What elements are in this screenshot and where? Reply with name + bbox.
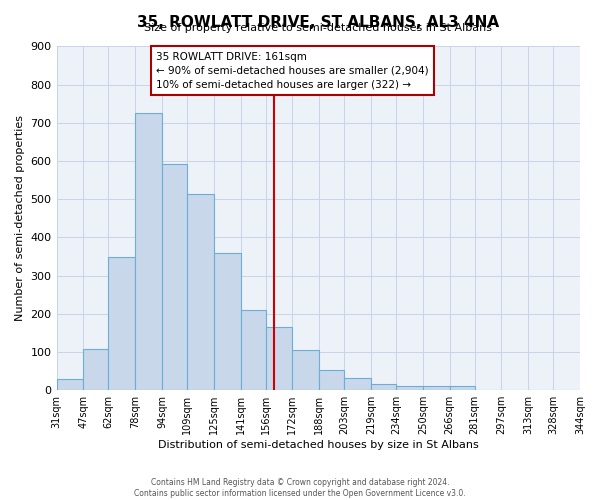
X-axis label: Distribution of semi-detached houses by size in St Albans: Distribution of semi-detached houses by …	[158, 440, 479, 450]
Bar	[135, 114, 162, 390]
Text: Size of property relative to semi-detached houses in St Albans: Size of property relative to semi-detach…	[144, 22, 492, 32]
Bar	[319, 370, 344, 390]
Bar	[396, 386, 423, 390]
Bar	[292, 350, 319, 390]
Bar	[449, 386, 475, 390]
Bar	[109, 258, 135, 390]
Bar	[266, 327, 292, 390]
Bar	[162, 164, 187, 390]
Title: 35, ROWLATT DRIVE, ST ALBANS, AL3 4NA: 35, ROWLATT DRIVE, ST ALBANS, AL3 4NA	[137, 15, 499, 30]
Bar	[187, 194, 214, 390]
Bar	[241, 310, 266, 390]
Y-axis label: Number of semi-detached properties: Number of semi-detached properties	[15, 116, 25, 322]
Bar	[371, 384, 396, 390]
Bar	[344, 378, 371, 390]
Bar	[423, 386, 449, 390]
Bar	[56, 378, 83, 390]
Bar	[83, 349, 109, 390]
Bar	[214, 252, 241, 390]
Text: 35 ROWLATT DRIVE: 161sqm
← 90% of semi-detached houses are smaller (2,904)
10% o: 35 ROWLATT DRIVE: 161sqm ← 90% of semi-d…	[156, 52, 428, 90]
Text: Contains HM Land Registry data © Crown copyright and database right 2024.
Contai: Contains HM Land Registry data © Crown c…	[134, 478, 466, 498]
